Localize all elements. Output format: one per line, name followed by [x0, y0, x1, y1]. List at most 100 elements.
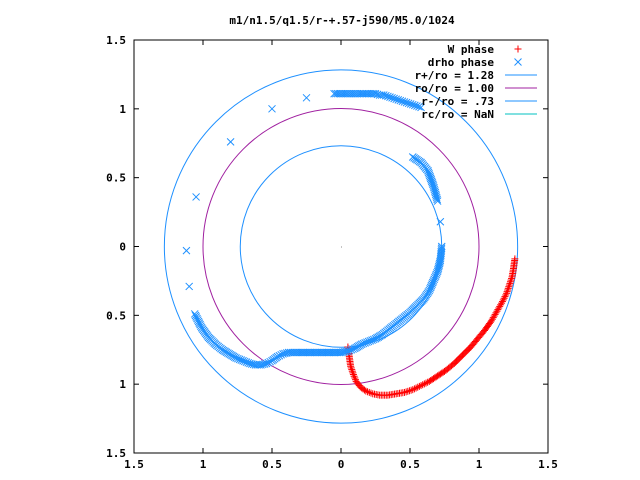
marker-stroke	[275, 351, 284, 360]
drho-phase-point	[413, 102, 421, 110]
legend-marker	[514, 58, 522, 66]
marker-stroke	[182, 246, 191, 255]
marker-stroke	[433, 197, 442, 205]
drho-phase-point	[351, 89, 360, 98]
marker-stroke	[242, 358, 251, 366]
marker-stroke	[333, 89, 342, 98]
drho-phase-point	[284, 348, 293, 357]
marker-stroke	[237, 356, 246, 364]
marker-stroke	[437, 244, 446, 253]
marker-stroke	[347, 89, 356, 98]
drho-phase-point	[333, 89, 342, 98]
marker-stroke	[437, 246, 446, 254]
y-tick-label: 0	[119, 241, 126, 254]
marker-stroke	[239, 356, 247, 365]
y-tick-label: 1.5	[106, 34, 126, 47]
marker-stroke	[273, 352, 282, 361]
legend-label: W phase	[448, 43, 495, 56]
x-axis: 1.5 1 0.5 0 0.5 1 1.5	[124, 40, 558, 471]
marker-stroke	[251, 361, 260, 369]
marker-stroke	[330, 89, 338, 98]
marker-stroke	[190, 310, 199, 318]
marker-stroke	[196, 322, 205, 331]
drho-phase-point	[286, 348, 295, 357]
marker-stroke	[262, 359, 271, 368]
w-phase-point	[501, 293, 509, 301]
x-tick-label: 1.5	[538, 458, 558, 471]
marker-stroke	[437, 247, 446, 256]
w-phase-point	[506, 279, 514, 287]
marker-stroke	[331, 89, 340, 98]
marker-stroke	[410, 101, 419, 110]
drho-phase-point	[435, 261, 444, 269]
marker-stroke	[429, 182, 438, 190]
marker-stroke	[404, 99, 413, 108]
marker-stroke	[428, 179, 437, 187]
drho-phase-point	[404, 99, 413, 108]
marker-stroke	[430, 187, 439, 195]
marker-stroke	[436, 257, 444, 266]
drho-phase-point	[394, 96, 403, 104]
marker-stroke	[432, 192, 441, 200]
drho-phase-point	[290, 348, 298, 357]
data-points	[182, 89, 519, 399]
drho-phase-point	[434, 264, 443, 272]
legend-label: drho phase	[428, 56, 495, 69]
w-phase-point	[500, 294, 508, 302]
w-phase-point	[409, 386, 417, 394]
drho-phase-point	[375, 91, 384, 99]
marker-stroke	[335, 348, 344, 357]
w-phase-point	[364, 388, 372, 396]
drho-phase-point	[400, 98, 409, 106]
drho-phase-point	[390, 94, 398, 103]
marker-stroke	[351, 89, 360, 98]
drho-phase-point	[185, 282, 194, 291]
marker-stroke	[398, 97, 407, 106]
marker-stroke	[436, 256, 445, 265]
x-tick-label: 0	[338, 458, 345, 471]
marker-stroke	[390, 94, 398, 103]
marker-stroke	[434, 265, 442, 274]
marker-stroke	[349, 89, 358, 98]
drho-phase-point	[292, 348, 300, 357]
marker-stroke	[426, 172, 435, 181]
drho-phase-point	[275, 351, 284, 360]
marker-stroke	[268, 104, 276, 113]
drho-phase-point	[192, 193, 200, 201]
marker-stroke	[232, 354, 240, 362]
drho-phase-point	[226, 138, 235, 146]
w-phase-point	[351, 374, 359, 382]
origin-dot	[341, 246, 342, 248]
drho-phase-point	[355, 89, 363, 98]
y-tick-label: 0.5	[106, 309, 126, 322]
marker-stroke	[417, 103, 425, 112]
drho-phase-point	[437, 244, 446, 253]
w-phase-point	[504, 286, 512, 294]
marker-stroke	[193, 314, 201, 323]
drho-phase-point	[264, 358, 273, 367]
marker-stroke	[514, 58, 522, 66]
y-tick-label: 1.5	[106, 447, 126, 460]
marker-stroke	[191, 311, 200, 320]
w-phase-point	[420, 380, 428, 388]
w-phase-point	[351, 376, 359, 384]
marker-stroke	[286, 348, 295, 357]
drho-phase-point	[182, 246, 191, 255]
w-phase-point	[367, 389, 375, 397]
marker-stroke	[430, 185, 439, 194]
marker-stroke	[192, 193, 200, 201]
legend-marker	[514, 45, 522, 53]
marker-stroke	[288, 348, 297, 357]
marker-stroke	[433, 195, 441, 204]
drho-phase-point	[437, 246, 446, 254]
drho-phase-point	[402, 98, 411, 107]
w-phase-point	[424, 378, 432, 386]
drho-phase-point	[330, 89, 338, 98]
w-phase-point	[347, 364, 355, 372]
w-phase-point	[506, 278, 514, 286]
drho-phase-point	[398, 97, 407, 106]
drho-phase-point	[251, 361, 260, 369]
